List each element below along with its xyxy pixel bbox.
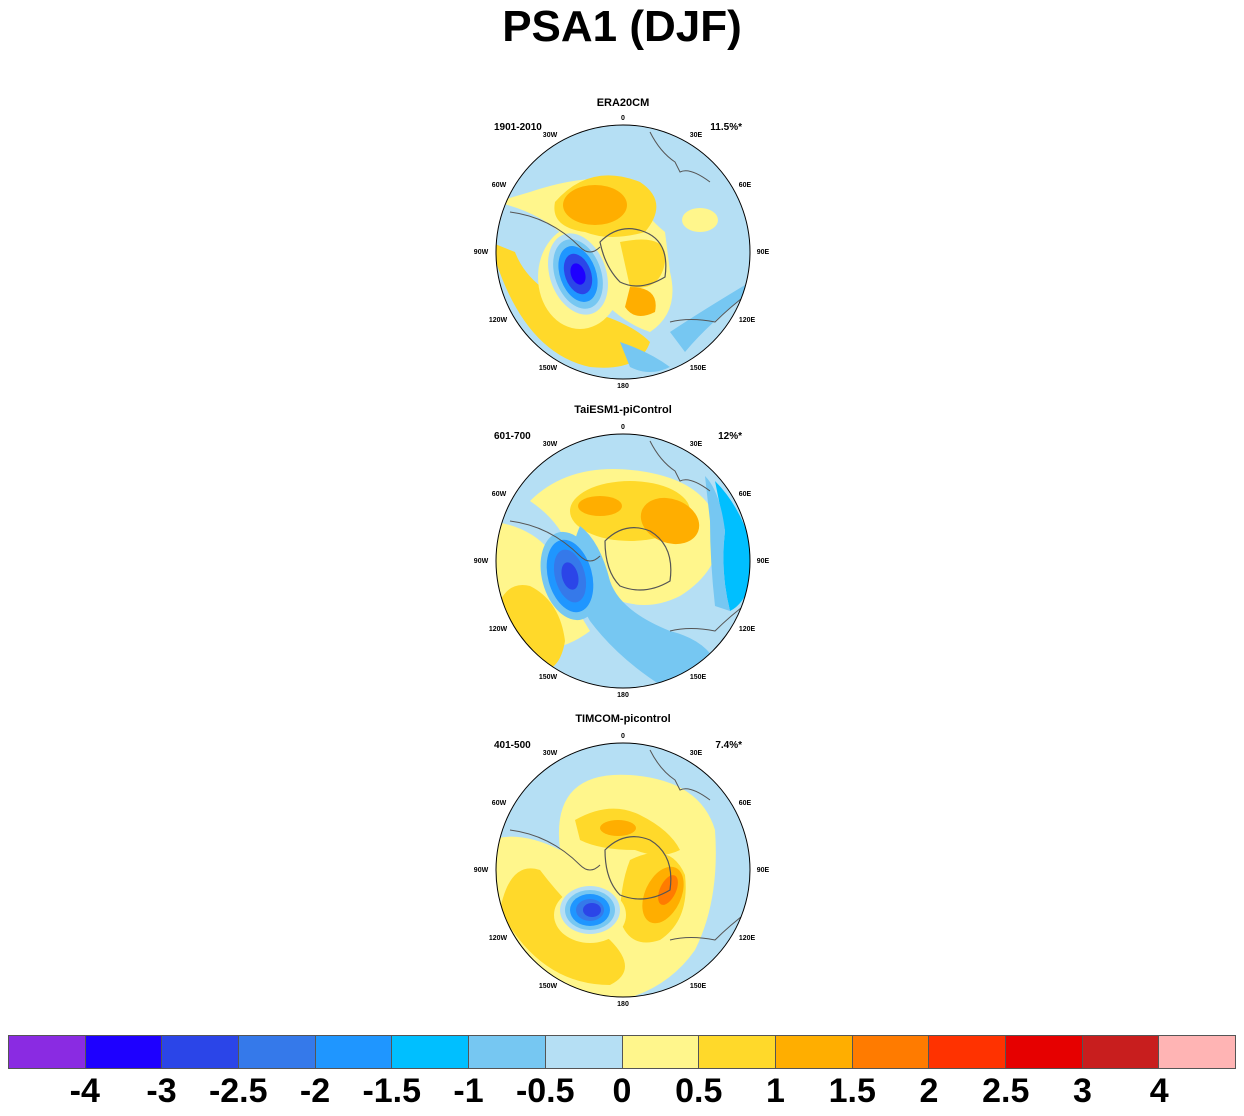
svg-text:150W: 150W xyxy=(539,365,558,372)
colorbar-swatch xyxy=(469,1036,546,1068)
svg-text:120E: 120E xyxy=(739,317,756,324)
svg-text:0: 0 xyxy=(621,424,625,431)
colorbar-swatch xyxy=(699,1036,776,1068)
panel-variance: 11.5%* xyxy=(710,122,742,133)
svg-text:60E: 60E xyxy=(739,182,752,189)
svg-text:150E: 150E xyxy=(690,365,707,372)
colorbar-tick-label: -3 xyxy=(146,1072,177,1110)
svg-text:30E: 30E xyxy=(690,132,703,139)
colorbar-swatch xyxy=(775,1036,853,1068)
svg-text:60E: 60E xyxy=(739,491,752,498)
longitude-labels: 0 30E 60E 90E 120E 150E 180 150W 120W 90… xyxy=(474,115,770,390)
colorbar-tick-label: 0.5 xyxy=(675,1072,723,1110)
map-panel-taiesm1: TaiESM1-piControl 601-700 12%* 0 3 xyxy=(470,401,776,701)
colorbar-swatch xyxy=(239,1036,316,1068)
svg-text:150E: 150E xyxy=(690,983,707,990)
longitude-labels: 0 30E 60E 90E 120E 150E 180 150W 120W 90… xyxy=(474,733,770,1008)
svg-text:30E: 30E xyxy=(690,441,703,448)
colorbar-tick-label: -1 xyxy=(453,1072,484,1110)
svg-text:90E: 90E xyxy=(757,867,770,874)
svg-text:30W: 30W xyxy=(543,750,558,757)
longitude-labels: 0 30E 60E 90E 120E 150E 180 150W 120W 90… xyxy=(474,424,770,699)
colorbar-swatch xyxy=(162,1036,240,1068)
colorbar-tick-label: 1.5 xyxy=(828,1072,876,1110)
svg-text:120E: 120E xyxy=(739,626,756,633)
svg-text:0: 0 xyxy=(621,733,625,740)
colorbar-swatch xyxy=(1082,1036,1160,1068)
svg-text:30W: 30W xyxy=(543,441,558,448)
svg-text:90W: 90W xyxy=(474,249,489,256)
colorbar-tick-label: 2 xyxy=(919,1072,939,1110)
colorbar-swatch xyxy=(392,1036,470,1068)
svg-text:180: 180 xyxy=(617,383,629,390)
colorbar-tick-label: 3 xyxy=(1073,1072,1092,1110)
svg-text:150W: 150W xyxy=(539,674,558,681)
colorbar xyxy=(8,1035,1236,1069)
panel-period: 401-500 xyxy=(494,740,531,751)
svg-text:120W: 120W xyxy=(489,317,508,324)
svg-text:60W: 60W xyxy=(492,491,507,498)
colorbar-tick-label: 1 xyxy=(766,1072,785,1110)
svg-text:120E: 120E xyxy=(739,935,756,942)
map-panel-timcom: TIMCOM-picontrol 401-500 7.4%* 0 3 xyxy=(470,710,776,1010)
pattern-field xyxy=(496,125,750,379)
svg-text:90W: 90W xyxy=(474,867,489,874)
colorbar-swatch xyxy=(1005,1036,1083,1068)
svg-text:30E: 30E xyxy=(690,750,703,757)
panel-period: 1901-2010 xyxy=(494,122,542,133)
panel-period: 601-700 xyxy=(494,431,531,442)
svg-text:150W: 150W xyxy=(539,983,558,990)
pattern-field xyxy=(496,434,750,688)
svg-text:90E: 90E xyxy=(757,249,770,256)
svg-text:120W: 120W xyxy=(489,935,508,942)
colorbar-tick-label: -2.5 xyxy=(208,1072,268,1110)
colorbar-swatch xyxy=(929,1036,1006,1068)
panel-title: ERA20CM xyxy=(597,97,650,109)
colorbar-swatch xyxy=(852,1036,930,1068)
colorbar-swatch xyxy=(85,1036,163,1068)
pattern-field xyxy=(496,743,750,997)
svg-text:90E: 90E xyxy=(757,558,770,565)
colorbar-tick-label: -0.5 xyxy=(515,1072,575,1110)
colorbar-swatch xyxy=(1159,1036,1235,1068)
colorbar-labels: -4 -3 -2.5 -2 -1.5 -1 -0.5 0 0.5 1 1.5 2 2.5 3 4 xyxy=(0,1072,1244,1116)
svg-text:90W: 90W xyxy=(474,558,489,565)
svg-text:60E: 60E xyxy=(739,800,752,807)
panel-variance: 12%* xyxy=(718,431,742,442)
svg-text:60W: 60W xyxy=(492,800,507,807)
colorbar-tick-label: 0 xyxy=(612,1072,632,1110)
colorbar-swatch xyxy=(9,1036,86,1068)
polar-map-3: TIMCOM-picontrol 401-500 7.4%* 0 3 xyxy=(474,713,770,1008)
panel-variance: 7.4%* xyxy=(715,740,742,751)
colorbar-swatch xyxy=(315,1036,393,1068)
svg-text:180: 180 xyxy=(617,1001,629,1008)
colorbar-swatch xyxy=(622,1036,700,1068)
colorbar-tick-label: 2.5 xyxy=(982,1072,1030,1110)
svg-text:0: 0 xyxy=(621,115,625,122)
figure-title: PSA1 (DJF) xyxy=(502,2,742,51)
svg-text:120W: 120W xyxy=(489,626,508,633)
svg-text:180: 180 xyxy=(617,692,629,699)
colorbar-tick-label: 4 xyxy=(1149,1072,1169,1110)
polar-map-2: TaiESM1-piControl 601-700 12%* 0 3 xyxy=(474,404,770,699)
svg-text:60W: 60W xyxy=(492,182,507,189)
colorbar-swatch xyxy=(545,1036,623,1068)
svg-text:150E: 150E xyxy=(690,674,707,681)
colorbar-tick-label: -4 xyxy=(69,1072,100,1110)
polar-map-1: ERA20CM 1901-2010 11.5%* 0 xyxy=(474,97,770,390)
colorbar-tick-label: -2 xyxy=(299,1072,331,1110)
svg-text:30W: 30W xyxy=(543,132,558,139)
colorbar-tick-label: -1.5 xyxy=(362,1072,422,1110)
map-panel-era20cm: ERA20CM 1901-2010 11.5%* 0 xyxy=(470,92,776,392)
panel-title: TaiESM1-piControl xyxy=(574,404,672,416)
panel-title: TIMCOM-picontrol xyxy=(575,713,670,725)
